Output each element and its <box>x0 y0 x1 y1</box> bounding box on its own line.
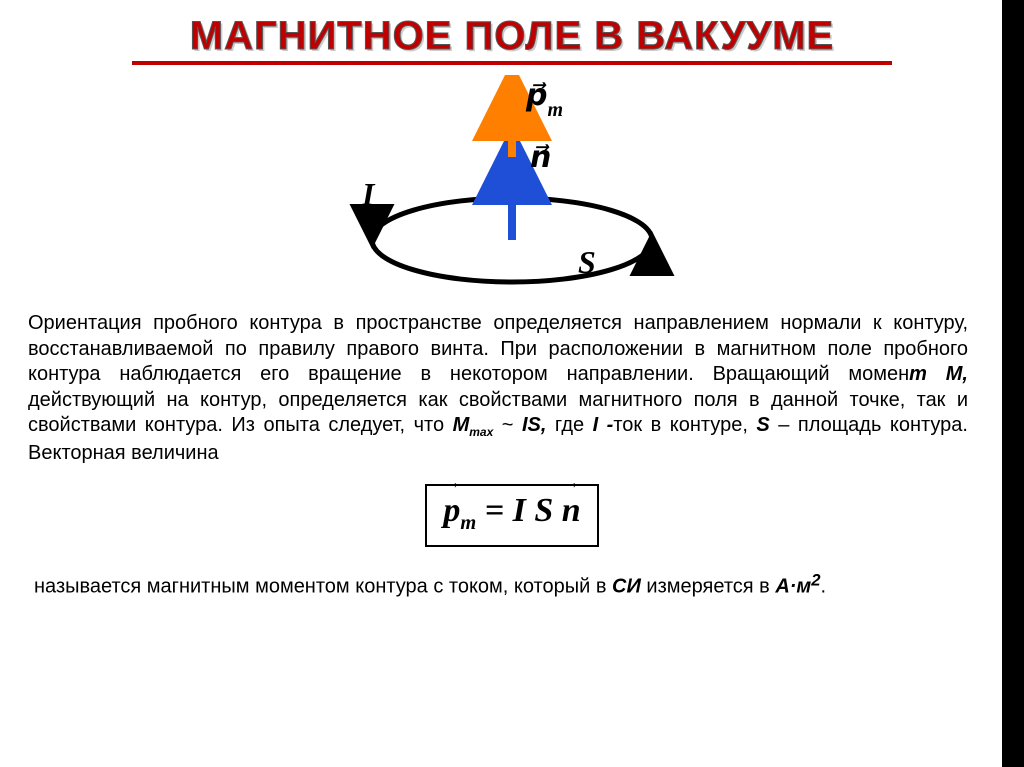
after-t2: измеряется в <box>641 576 775 598</box>
para-tilde: ~ <box>493 414 522 436</box>
para-text-1: Ориентация пробного контура в пространст… <box>28 312 968 385</box>
title-underline <box>132 61 892 65</box>
para-text-4: ток в контуре, <box>613 414 756 436</box>
formula: →pm = I S →n <box>443 492 580 529</box>
diagram-svg: p⃗m n⃗ I S <box>302 75 722 305</box>
formula-eq: = <box>476 492 512 529</box>
formula-box: →pm = I S →n <box>425 484 598 547</box>
formula-container: →pm = I S →n <box>0 466 1024 547</box>
para-em-mmax: М <box>453 414 470 436</box>
main-paragraph: Ориентация пробного контура в пространст… <box>0 305 1016 466</box>
loop-arc-front <box>372 240 652 282</box>
after-dot: . <box>821 576 827 598</box>
formula-i: I <box>513 492 526 529</box>
para-em-is: IS, <box>522 414 546 436</box>
para-em-m: т М, <box>909 363 968 385</box>
after-sup: 2 <box>811 570 820 589</box>
i-label: I <box>361 176 376 212</box>
formula-pm-sub: m <box>460 512 476 534</box>
right-black-bar <box>1002 0 1024 767</box>
n-label: n⃗ <box>530 141 551 174</box>
para-em-s: S <box>756 414 769 436</box>
page-title: МАГНИТНОЕ ПОЛЕ В ВАКУУМЕ <box>0 0 1024 59</box>
s-label: S <box>578 244 596 280</box>
after-t1: называется магнитным моментом контура с … <box>34 576 612 598</box>
para-em-mmax-sub: max <box>469 425 493 439</box>
formula-s: S <box>526 492 562 529</box>
pm-label: p⃗m <box>525 79 563 121</box>
formula-n: →n <box>562 492 581 530</box>
closing-paragraph: называется магнитным моментом контура с … <box>0 547 1014 600</box>
after-unit: А·м <box>775 576 811 598</box>
after-si: СИ <box>612 576 641 598</box>
para-em-i: I - <box>593 414 614 436</box>
magnetic-loop-diagram: p⃗m n⃗ I S <box>302 75 722 305</box>
formula-pm: →p <box>443 492 460 530</box>
para-text-3: где <box>546 414 592 436</box>
